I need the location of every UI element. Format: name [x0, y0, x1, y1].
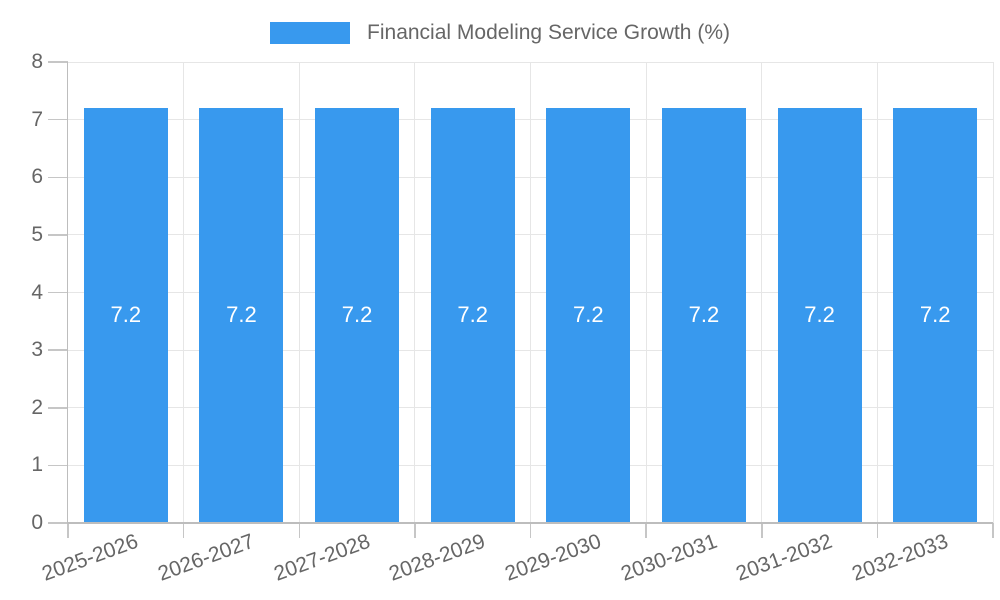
- y-tick-label: 3: [31, 338, 43, 362]
- y-tick-mark: [48, 522, 68, 524]
- y-tick-label: 6: [31, 165, 43, 189]
- y-tick-mark: [48, 234, 68, 236]
- bar-value-label: 7.2: [226, 302, 257, 328]
- x-tick-mark: [761, 523, 763, 538]
- y-tick-label: 4: [31, 280, 43, 304]
- x-tick-label: 2027-2028: [270, 529, 373, 586]
- bar[interactable]: [199, 108, 284, 522]
- bar-value-label: 7.2: [110, 302, 142, 328]
- gridline-vertical: [992, 62, 994, 523]
- y-tick-label: 1: [31, 453, 43, 477]
- bar[interactable]: [661, 108, 746, 522]
- bar-value-label: 7.2: [573, 302, 604, 328]
- legend-label: Financial Modeling Service Growth (%): [367, 21, 730, 44]
- bar-value-label: 7.2: [688, 302, 720, 328]
- y-tick-mark: [48, 118, 68, 121]
- bar-value-label: 7.2: [457, 302, 488, 328]
- bar[interactable]: [546, 108, 631, 522]
- bar-value-label: 7.2: [919, 302, 951, 328]
- x-tick-label: 2032-2033: [848, 529, 951, 586]
- bar-value-label: 7.2: [804, 302, 835, 328]
- y-tick-label: 2: [31, 395, 43, 419]
- bar[interactable]: [430, 108, 515, 522]
- legend-swatch: [270, 21, 351, 44]
- gridline-vertical: [761, 62, 763, 523]
- x-tick-mark: [182, 523, 185, 538]
- x-tick-mark: [298, 523, 300, 538]
- y-tick-mark: [48, 61, 68, 63]
- y-tick-mark: [48, 176, 68, 178]
- y-tick-mark: [48, 407, 68, 409]
- x-tick-label: 2025-2026: [39, 529, 142, 586]
- x-tick-label: 2028-2029: [386, 529, 489, 586]
- x-tick-label: 2029-2030: [501, 529, 605, 586]
- bar[interactable]: [893, 108, 978, 522]
- x-tick-label: 2026-2027: [154, 529, 258, 586]
- bar[interactable]: [83, 108, 168, 522]
- y-tick-label: 0: [31, 511, 43, 534]
- gridline-vertical: [414, 62, 416, 523]
- legend[interactable]: Financial Modeling Service Growth (%): [0, 21, 1000, 44]
- x-tick-mark: [876, 523, 879, 538]
- bar[interactable]: [315, 108, 400, 522]
- x-tick-label: 2030-2031: [617, 529, 720, 586]
- gridline-vertical: [876, 62, 878, 523]
- gridline-vertical: [183, 62, 185, 523]
- x-tick-mark: [992, 523, 994, 538]
- gridline-vertical: [645, 62, 647, 523]
- x-tick-mark: [414, 523, 416, 538]
- x-axis-line: [66, 522, 993, 524]
- y-tick-label: 5: [31, 222, 43, 246]
- gridline-vertical: [298, 62, 300, 523]
- y-tick-label: 8: [31, 50, 43, 73]
- y-tick-mark: [48, 291, 68, 294]
- x-tick-mark: [67, 523, 69, 538]
- gridline-vertical: [530, 62, 531, 523]
- y-tick-mark: [48, 464, 68, 467]
- x-tick-mark: [529, 523, 532, 538]
- bar-value-label: 7.2: [341, 302, 373, 328]
- y-tick-mark: [48, 349, 68, 351]
- x-tick-label: 2031-2032: [733, 529, 836, 586]
- y-axis-line: [66, 62, 68, 523]
- x-tick-mark: [645, 523, 647, 538]
- bar[interactable]: [777, 108, 862, 522]
- y-tick-label: 7: [31, 107, 43, 131]
